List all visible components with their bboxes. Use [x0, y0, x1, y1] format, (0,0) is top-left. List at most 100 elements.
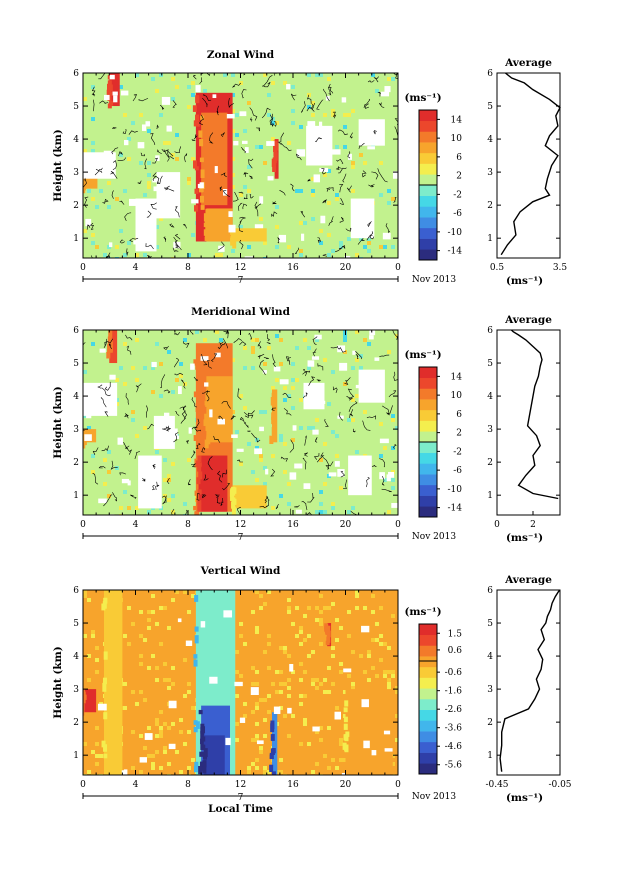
colorbar-segment: [419, 195, 437, 207]
colorbar-tick-label: -2: [453, 447, 462, 457]
heatmap-cell: [295, 634, 299, 638]
heatmap-cell: [279, 770, 283, 774]
contour-line: [358, 142, 365, 149]
heatmap-cell: [255, 446, 259, 450]
heatmap-cell: [155, 750, 159, 754]
contour-line: [280, 456, 289, 462]
heatmap-cell: [139, 113, 143, 117]
heatmap-cell: [259, 750, 263, 754]
heatmap-cell: [363, 161, 367, 165]
colorbar-tick-label: 6: [456, 410, 462, 420]
heatmap-cell: [283, 682, 287, 686]
heatmap-cell: [391, 197, 395, 201]
heatmap-cell: [271, 682, 275, 686]
heatmap-cell: [251, 682, 255, 686]
heatmap-region-edge: [83, 430, 87, 438]
heatmap-region-edge: [193, 765, 198, 773]
heatmap-cell: [255, 706, 259, 710]
heatmap-cell: [395, 426, 398, 430]
heatmap-cell: [263, 482, 267, 486]
heatmap-cell: [175, 378, 179, 382]
profile-y-tick-label: 5: [487, 359, 493, 369]
heatmap-region-edge: [199, 751, 204, 757]
heatmap-cell: [335, 766, 339, 770]
heatmap-cell: [99, 338, 103, 342]
heatmap-region-edge: [83, 440, 85, 445]
heatmap-region-edge: [83, 708, 85, 714]
colorbar-segment: [419, 452, 437, 464]
no-data-dot: [200, 621, 206, 628]
heatmap-region-edge: [195, 121, 200, 127]
heatmap-cell: [347, 610, 351, 614]
heatmap-cell: [299, 694, 303, 698]
heatmap-cell: [303, 718, 307, 722]
no-data-dot: [348, 153, 352, 160]
contour-line: [328, 83, 334, 94]
no-data-dot: [296, 149, 306, 157]
heatmap-cell: [155, 722, 159, 726]
no-data-dot: [239, 111, 247, 117]
no-data-dot: [173, 241, 181, 249]
heatmap-cell: [351, 165, 355, 169]
heatmap-cell: [223, 73, 227, 77]
heatmap-cell: [283, 650, 287, 654]
contour-line: [128, 130, 138, 135]
heatmap-cell: [131, 418, 135, 422]
profile-title: Average: [504, 314, 552, 326]
contour-line: [347, 151, 351, 159]
heatmap-cell: [159, 217, 163, 221]
heatmap-cell: [119, 121, 123, 125]
heatmap-cell: [315, 73, 319, 77]
colorbar-frame: [418, 623, 438, 775]
heatmap-cell: [171, 666, 175, 670]
heatmap-region-edge: [195, 511, 200, 515]
contour-line: [266, 342, 271, 345]
contour-line: [193, 376, 199, 381]
heatmap-cell: [371, 73, 375, 77]
heatmap-cell: [307, 606, 311, 610]
heatmap-cell: [367, 249, 371, 253]
no-data-gap: [83, 382, 118, 416]
contour-line: [174, 372, 184, 376]
heatmap-cell: [271, 181, 275, 185]
no-data-dot: [214, 166, 218, 174]
no-data-dot: [303, 483, 311, 489]
heatmap-cell: [239, 426, 243, 430]
heatmap-cell: [191, 93, 195, 97]
contour-line: [202, 97, 208, 108]
contour-line: [89, 222, 94, 230]
heatmap-cell: [163, 662, 167, 666]
contour-line: [357, 238, 365, 245]
heatmap-cell: [147, 510, 151, 514]
profile-x-tick-label: -0.45: [485, 780, 508, 790]
heatmap-cell: [127, 466, 131, 470]
heatmap-cell: [247, 245, 251, 249]
no-data-dot: [273, 706, 281, 715]
contour-line: [173, 357, 179, 368]
heatmap-cell: [119, 366, 123, 370]
no-data-gap: [306, 125, 333, 166]
heatmap-cell: [267, 185, 271, 189]
no-data-dot: [103, 150, 113, 158]
profile-y-tick-label: 2: [487, 458, 493, 468]
x-tick-label: 16: [287, 520, 299, 530]
panel-title: Meridional Wind: [191, 306, 290, 318]
no-data-dot: [166, 125, 172, 132]
contour-line: [153, 257, 154, 258]
heatmap-cell: [375, 622, 379, 626]
heatmap-cell: [103, 482, 107, 486]
colorbar-segment: [419, 741, 437, 753]
heatmap-cell: [299, 702, 303, 706]
heatmap-cell: [327, 402, 331, 406]
contour-line: [239, 239, 244, 250]
heatmap-cell: [87, 189, 91, 193]
heatmap-cell: [271, 81, 275, 85]
contour-line: [172, 100, 177, 108]
no-data-dot: [242, 140, 248, 144]
heatmap-cell: [239, 225, 243, 229]
contour-line: [249, 107, 258, 121]
heatmap-cell: [303, 221, 307, 225]
no-data-dot: [153, 186, 160, 192]
heatmap-region-edge: [200, 205, 205, 210]
heatmap-region-edge: [199, 761, 204, 771]
